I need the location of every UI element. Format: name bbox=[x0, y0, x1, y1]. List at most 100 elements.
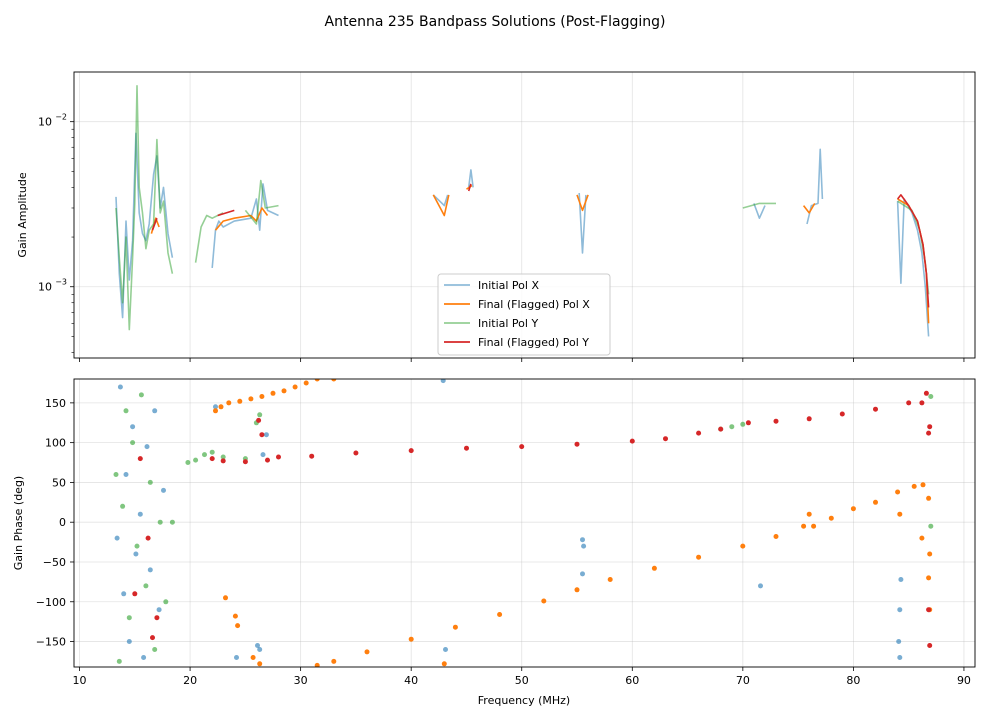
data-point bbox=[248, 396, 254, 402]
data-point bbox=[773, 418, 779, 424]
data-point bbox=[257, 661, 263, 667]
data-point bbox=[137, 511, 143, 517]
data-point bbox=[126, 639, 132, 644]
y-tick-label: 0 bbox=[59, 516, 66, 529]
data-point bbox=[263, 432, 269, 438]
data-point bbox=[718, 426, 724, 432]
data-point bbox=[928, 523, 934, 529]
data-point bbox=[152, 408, 158, 414]
y-tick-label: 10 bbox=[38, 116, 52, 129]
data-point bbox=[898, 577, 904, 582]
data-point bbox=[220, 458, 226, 464]
data-point bbox=[255, 643, 260, 648]
points-initial-pol-y bbox=[113, 392, 934, 664]
data-point bbox=[408, 636, 414, 642]
data-point bbox=[740, 421, 746, 427]
data-point bbox=[234, 655, 239, 660]
data-point bbox=[185, 460, 191, 465]
data-point bbox=[156, 607, 162, 613]
data-point bbox=[926, 495, 932, 501]
data-point bbox=[574, 441, 580, 447]
y-axis-label: Gain Amplitude bbox=[16, 172, 29, 257]
data-point bbox=[270, 390, 276, 396]
figure-title: Antenna 235 Bandpass Solutions (Post-Fla… bbox=[325, 14, 666, 30]
data-point bbox=[663, 436, 668, 442]
y-tick-label: 150 bbox=[45, 397, 66, 410]
data-point bbox=[281, 388, 287, 394]
data-point bbox=[581, 543, 587, 549]
data-point bbox=[923, 390, 929, 396]
y-tick-label: −100 bbox=[36, 596, 66, 609]
y-tick-exponent: −2 bbox=[55, 113, 67, 122]
data-point bbox=[651, 565, 657, 571]
x-tick-label: 40 bbox=[404, 674, 418, 687]
series-group-1 bbox=[113, 379, 934, 667]
data-point bbox=[927, 551, 933, 557]
data-point bbox=[157, 519, 163, 525]
legend-frame bbox=[437, 273, 611, 356]
data-point bbox=[574, 587, 580, 593]
points-initial-pol-x bbox=[114, 379, 904, 660]
data-point bbox=[580, 571, 585, 577]
x-axis-label: Frequency (MHz) bbox=[478, 694, 570, 707]
x-tick-label: 10 bbox=[73, 674, 87, 687]
series-group-0 bbox=[115, 85, 930, 337]
data-point bbox=[773, 534, 779, 539]
data-point bbox=[873, 406, 878, 412]
data-point bbox=[926, 430, 932, 436]
data-point bbox=[256, 417, 262, 423]
data-point bbox=[926, 575, 932, 581]
x-tick-label: 60 bbox=[625, 674, 639, 687]
data-point bbox=[441, 661, 447, 667]
data-point bbox=[147, 479, 153, 485]
data-point bbox=[919, 535, 925, 541]
data-point bbox=[629, 438, 635, 444]
y-tick-label: −50 bbox=[43, 556, 66, 569]
x-tick-label: 70 bbox=[736, 674, 750, 687]
x-tick-label: 90 bbox=[957, 674, 971, 687]
data-point bbox=[209, 456, 215, 462]
data-point bbox=[696, 554, 702, 560]
data-point bbox=[729, 424, 735, 430]
data-point bbox=[126, 615, 132, 621]
line-initial-pol-y bbox=[115, 85, 930, 331]
legend-label-final-flagged-pol-y: Final (Flagged) Pol Y bbox=[478, 336, 589, 349]
data-point bbox=[169, 519, 175, 525]
data-point bbox=[276, 454, 281, 460]
data-point bbox=[519, 444, 525, 450]
grid-0 bbox=[74, 72, 975, 358]
data-point bbox=[141, 655, 147, 660]
data-point bbox=[331, 379, 337, 382]
y-tick-label: 100 bbox=[45, 437, 66, 450]
legend: Initial Pol X Final (Flagged) Pol X Initia… bbox=[437, 273, 611, 356]
data-point bbox=[758, 583, 763, 589]
data-point bbox=[911, 483, 917, 489]
data-point bbox=[209, 449, 215, 455]
data-point bbox=[130, 440, 136, 446]
axes-frame-0 bbox=[73, 71, 976, 359]
data-point bbox=[123, 408, 129, 414]
data-point bbox=[920, 482, 926, 488]
data-point bbox=[464, 445, 469, 451]
data-point bbox=[292, 384, 298, 390]
data-point bbox=[193, 457, 199, 463]
data-point bbox=[928, 394, 934, 399]
data-point bbox=[897, 655, 903, 660]
x-tick-label: 30 bbox=[294, 674, 308, 687]
data-point bbox=[218, 404, 224, 410]
data-point bbox=[408, 448, 414, 454]
data-point bbox=[927, 643, 933, 648]
data-point bbox=[850, 506, 856, 512]
data-point bbox=[242, 459, 248, 465]
data-point bbox=[919, 400, 925, 406]
data-point bbox=[897, 511, 903, 517]
data-point bbox=[213, 404, 218, 410]
data-point bbox=[811, 523, 817, 529]
legend-label-initial-pol-x: Initial Pol X bbox=[478, 279, 539, 292]
points-final-flagged-pol-y bbox=[132, 390, 933, 648]
data-point bbox=[740, 543, 746, 549]
data-point bbox=[895, 489, 901, 495]
x-tick-label: 80 bbox=[846, 674, 860, 687]
data-point bbox=[257, 647, 263, 652]
